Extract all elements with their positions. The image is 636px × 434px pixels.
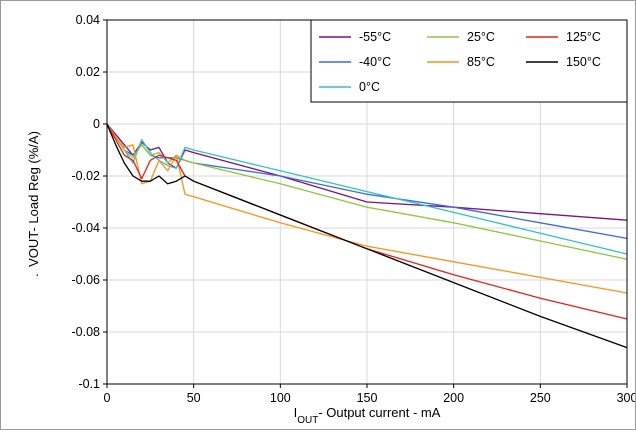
y-axis-title-prefix: . [26,273,41,277]
x-tick-label: 150 [357,391,378,405]
legend-box [310,19,628,103]
series-line-6 [106,123,628,349]
x-tick-label: 300 [617,391,635,405]
y-tick-label: -0.06 [72,273,101,287]
series-lines [106,123,628,349]
legend-label: -40°C [359,55,391,69]
y-tick-label: -0.04 [72,221,101,235]
x-tick-label: 0 [104,391,111,405]
legend-label: -55°C [359,30,391,44]
series-line-4 [106,123,628,294]
y-tick-label: -0.02 [72,169,101,183]
y-tick-label: -0.1 [78,377,100,391]
series-line-2 [106,123,628,255]
x-tick-label: 200 [443,391,464,405]
x-tick-label: 250 [530,391,551,405]
y-axis-title: VOUT- Load Reg (%/A) [26,131,41,267]
legend-label: 150°C [566,55,601,69]
y-tick-label: 0.04 [76,13,100,27]
y-tick-label: 0 [93,117,100,131]
legend-label: 0°C [359,80,380,94]
x-axis-title-rest: - Output current - mA [318,405,440,420]
x-axis-title: IOUT- Output current - mA [294,405,441,426]
y-tick-label: 0.02 [76,65,100,79]
y-tick-label: -0.08 [72,325,101,339]
series-line-5 [106,123,628,320]
legend-label: 25°C [467,30,495,44]
legend-label: 85°C [467,55,495,69]
x-tick-label: 50 [187,391,201,405]
x-axis-title-main: I [294,405,298,420]
x-axis-title-sub: OUT [297,415,318,426]
series-line-1 [106,123,628,240]
series-line-0 [106,123,628,221]
legend-label: 125°C [566,30,601,44]
legend: -55°C 25°C 125°C -40°C 85°C 150°C 0°C [310,19,628,103]
x-tick-label: 100 [270,391,291,405]
